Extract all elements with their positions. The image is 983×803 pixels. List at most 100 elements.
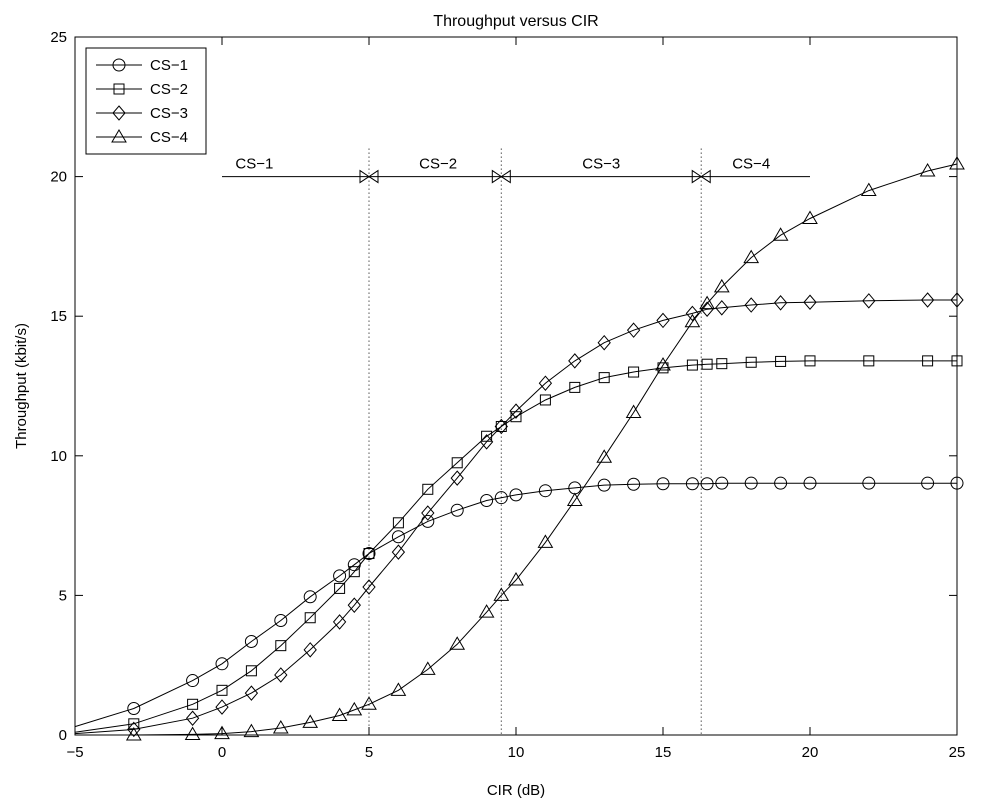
circle-marker [333, 569, 347, 583]
triangle-marker [184, 726, 201, 740]
square-marker [657, 362, 669, 374]
triangle-marker [302, 714, 319, 728]
square-marker [716, 358, 728, 370]
circle-marker [215, 657, 229, 671]
diamond-marker [244, 685, 259, 701]
square-marker [701, 358, 713, 370]
region-annotations: CS−1 CS−2 CS−3 CS−4 [222, 148, 810, 735]
series-4 [75, 156, 965, 741]
boundary-arrow-left [491, 169, 503, 184]
diamond-marker [479, 434, 494, 450]
x-tick-label: 25 [949, 744, 966, 761]
circle-marker [362, 547, 376, 561]
series-line [74, 482, 957, 728]
circle-marker [244, 634, 258, 648]
diamond-marker [347, 597, 361, 613]
series-line [75, 163, 958, 736]
legend-circle-marker [112, 58, 126, 72]
square-marker [245, 665, 257, 677]
legend-label: CS−1 [150, 57, 188, 74]
triangle-marker [772, 227, 789, 241]
triangle-marker [802, 210, 818, 224]
circle-marker [538, 484, 552, 498]
x-tick-label: 15 [655, 744, 672, 761]
circle-marker [656, 477, 670, 491]
circle-marker [700, 477, 714, 491]
circle-marker [274, 614, 288, 628]
diamond-marker [538, 375, 553, 391]
triangle-marker [419, 661, 436, 675]
legend-label: CS−3 [150, 105, 188, 122]
diamond-marker [568, 353, 582, 369]
square-marker [951, 355, 963, 367]
triangle-marker [493, 587, 510, 601]
circle-marker [480, 493, 494, 507]
diamond-marker [274, 667, 288, 683]
square-marker [392, 517, 404, 529]
square-marker [863, 355, 875, 367]
triangle-marker [331, 707, 348, 721]
series-line [74, 299, 957, 735]
triangle-marker [361, 696, 377, 710]
y-tick-label: 10 [50, 448, 67, 465]
legend-entry: CS−3 [96, 105, 188, 122]
series-1 [74, 476, 964, 728]
legend-diamond-marker [112, 105, 126, 121]
triangle-marker [713, 278, 730, 293]
legend: CS−1 CS−2 CS−3 CS−4 [85, 47, 207, 155]
x-tick-label: −5 [66, 744, 83, 761]
diamond-marker [862, 293, 876, 309]
triangle-marker [478, 604, 495, 618]
square-marker [422, 483, 434, 495]
triangle-marker [390, 682, 407, 696]
square-marker [628, 366, 640, 378]
circle-marker [509, 488, 523, 502]
square-marker [686, 359, 698, 371]
square-marker [187, 698, 199, 710]
plot-frame [74, 36, 958, 736]
legend-label: CS−4 [150, 129, 188, 146]
triangle-marker [655, 357, 671, 371]
series-2 [74, 355, 963, 733]
legend-box [85, 47, 207, 155]
square-marker [775, 355, 787, 367]
region-label: CS−2 [419, 156, 457, 173]
diamond-marker [685, 305, 700, 322]
triangle-marker [566, 492, 583, 506]
diamond-marker [700, 301, 714, 317]
circle-marker [391, 530, 405, 544]
triangle-marker [625, 404, 642, 419]
series-3 [74, 292, 964, 738]
y-tick-label: 15 [50, 308, 67, 325]
triangle-marker [449, 636, 466, 650]
y-axis-label: Throughput (kbit/s) [13, 323, 30, 449]
diamond-marker [950, 292, 964, 308]
circle-marker [494, 491, 508, 505]
circle-marker [303, 590, 317, 604]
y-tick-label: 20 [50, 169, 67, 186]
chart-title: Throughput versus CIR [433, 13, 598, 30]
diamond-marker [509, 403, 523, 419]
triangle-marker [272, 720, 289, 734]
x-tick-label: 20 [802, 744, 819, 761]
diamond-marker [597, 334, 611, 351]
legend-entry: CS−2 [96, 81, 188, 98]
diamond-marker [303, 642, 317, 658]
square-marker [598, 372, 610, 384]
series-line [74, 360, 957, 733]
circle-marker [744, 476, 758, 490]
diamond-marker [332, 614, 347, 630]
legend-label: CS−2 [150, 81, 188, 98]
y-tick-label: 0 [59, 727, 67, 744]
square-marker [539, 394, 551, 406]
legend-square-marker [113, 83, 125, 95]
triangle-marker [346, 701, 363, 716]
boundary-arrow-right [500, 169, 511, 184]
triangle-marker [214, 725, 230, 740]
triangle-marker [743, 249, 760, 264]
triangle-marker [243, 723, 260, 738]
square-marker [569, 381, 581, 393]
diamond-marker [626, 322, 641, 338]
legend-entry: CS−4 [96, 129, 188, 146]
